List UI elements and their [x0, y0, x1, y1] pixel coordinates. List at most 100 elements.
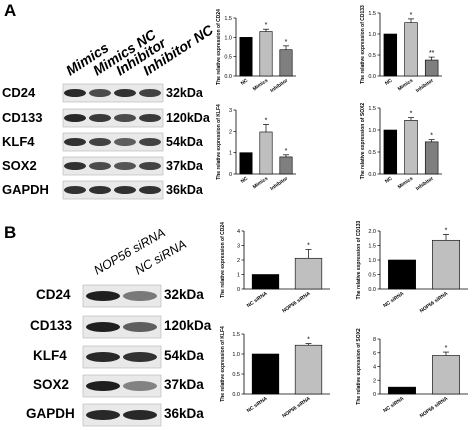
y-tick-label: 1.5	[368, 244, 376, 250]
y-axis-label: The relative expression of SOX2	[356, 328, 362, 405]
x-tick-label: NC	[240, 78, 250, 87]
blot-band	[139, 162, 161, 170]
y-axis-label: The relative expression of CD133	[360, 5, 366, 84]
y-tick-label: 1	[229, 151, 232, 157]
bar	[294, 344, 323, 395]
blot-band	[123, 322, 157, 332]
bar	[404, 22, 418, 77]
y-tick-label: 0	[229, 172, 232, 178]
x-tick-label: Inhibitor	[415, 78, 435, 94]
x-tick-label: Mimics	[252, 78, 270, 93]
x-tick-label: NC	[384, 176, 394, 185]
protein-label: CD24	[2, 85, 36, 100]
blot-strip	[62, 156, 164, 176]
y-tick-label: 0.0	[232, 392, 240, 398]
y-tick-label: 0.0	[224, 74, 232, 80]
blot-band	[139, 89, 161, 97]
y-tick-label: 1.0	[224, 35, 232, 41]
kda-label: 54kDa	[166, 135, 204, 149]
blot-band	[64, 138, 86, 146]
kda-label: 120kDa	[166, 111, 211, 125]
protein-label: KLF4	[2, 134, 35, 149]
bar	[279, 49, 293, 77]
blot-band	[114, 186, 136, 194]
x-tick-label: Inhibitor	[415, 176, 435, 192]
significance-label: *	[410, 12, 413, 19]
bar	[432, 355, 460, 395]
protein-label: KLF4	[33, 348, 67, 363]
y-axis-label: The relative expression of KLF4	[220, 326, 226, 402]
significance-label: *	[285, 148, 288, 155]
y-tick-label: 0	[237, 287, 240, 293]
blot-band	[89, 138, 111, 146]
y-tick-label: 2	[237, 258, 240, 264]
x-tick-label: NC	[384, 78, 394, 87]
bar	[259, 131, 273, 175]
significance-label: **	[429, 50, 435, 57]
y-tick-label: 1.5	[368, 11, 376, 17]
bar	[424, 59, 439, 77]
blot-strip	[82, 345, 162, 369]
protein-label: CD133	[2, 110, 42, 125]
blot-band	[139, 138, 161, 146]
bar-chart: 0.0 0.5 1.0 1.5 The relative expression of K…	[220, 326, 330, 419]
y-axis-label: The relative expression of CD24	[216, 9, 222, 85]
protein-label: SOX2	[33, 377, 69, 392]
protein-label: CD24	[36, 287, 71, 302]
bar	[388, 386, 416, 395]
blot-band	[64, 162, 86, 170]
significance-label: *	[265, 22, 268, 29]
y-tick-label: 3	[229, 108, 232, 114]
y-tick-label: 1	[237, 273, 240, 279]
bar-chart: 0.0 0.5 1.0 1.5 2.0 The relative expression o…	[356, 220, 468, 314]
blot-strip	[82, 374, 162, 398]
kda-label: 37kDa	[166, 159, 204, 173]
bar-chart: 0 1 2 3 4 The relative expression of CD24 NC s…	[220, 222, 330, 314]
blot-band	[123, 381, 157, 391]
x-tick-label: NOP56 siRNA	[281, 396, 312, 420]
blot-band	[123, 352, 157, 362]
blot-strip	[82, 315, 162, 339]
significance-label: *	[285, 39, 288, 46]
kda-label: 120kDa	[164, 318, 212, 333]
x-tick-label: NC siRNA	[246, 396, 269, 415]
y-tick-label: 1.0	[368, 258, 376, 264]
y-axis-label: The relative expression of CD133	[356, 220, 362, 299]
blot-strip	[62, 132, 164, 152]
blot-band	[89, 186, 111, 194]
bar	[424, 141, 439, 175]
bar	[239, 152, 253, 175]
y-tick-label: 0.0	[368, 287, 376, 293]
y-tick-label: 2	[229, 129, 232, 135]
y-tick-label: 0.5	[224, 55, 232, 61]
kda-label: 32kDa	[164, 287, 204, 302]
blot-band	[86, 352, 120, 362]
y-axis-label: The relative expression of SOX2	[360, 103, 366, 180]
panel-a-letter: A	[4, 1, 16, 20]
significance-label: *	[265, 118, 268, 125]
protein-label: GAPDH	[2, 182, 49, 197]
y-tick-label: 3	[237, 244, 240, 250]
bar	[251, 353, 280, 395]
y-tick-label: 4	[237, 229, 240, 235]
y-tick-label: 1.0	[368, 128, 376, 134]
blot-strip	[62, 180, 164, 200]
y-tick-label: 2	[373, 378, 376, 384]
significance-label: *	[307, 243, 310, 250]
y-axis-label: The relative expression of KLF4	[216, 104, 222, 180]
y-tick-label: 1.5	[368, 106, 376, 112]
y-tick-label: 0.0	[368, 74, 376, 80]
bar	[239, 37, 253, 77]
x-tick-label: NC	[240, 176, 250, 185]
x-tick-label: NC siRNA	[246, 291, 269, 310]
blot-band	[123, 410, 157, 420]
bar	[432, 239, 460, 290]
x-tick-label: NOP56 siRNA	[419, 291, 450, 315]
kda-label: 36kDa	[164, 406, 204, 421]
x-tick-label: NOP56 siRNA	[419, 396, 450, 420]
y-tick-label: 0.5	[368, 273, 376, 279]
protein-label: CD133	[30, 318, 73, 333]
